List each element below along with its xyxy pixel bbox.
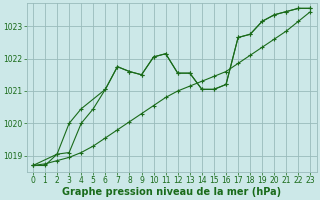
X-axis label: Graphe pression niveau de la mer (hPa): Graphe pression niveau de la mer (hPa) bbox=[62, 187, 281, 197]
